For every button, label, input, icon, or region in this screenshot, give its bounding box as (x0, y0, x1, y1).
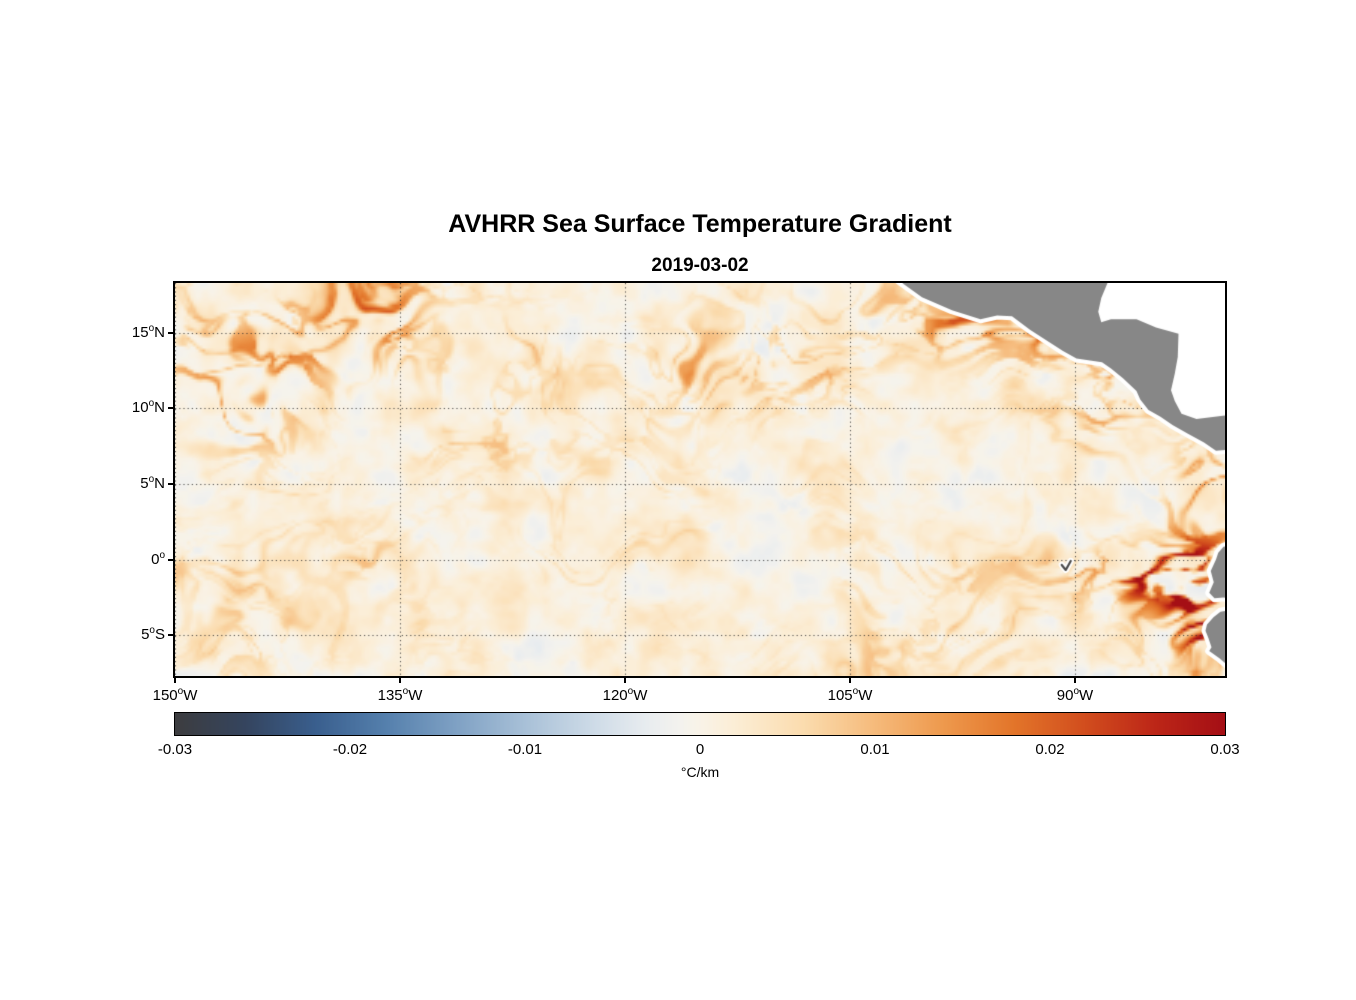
colorbar-tick-label: 0 (695, 741, 705, 758)
lat-tick-label: 5oN (140, 474, 165, 493)
lon-tick-mark (399, 678, 401, 683)
chart-date: 2019-03-02 (651, 255, 749, 276)
lat-tick-label: 0o (151, 549, 165, 568)
lon-tick-label: 105oW (827, 686, 873, 705)
lat-tick-mark (168, 407, 173, 410)
lon-tick-label: 135oW (377, 686, 423, 705)
colorbar-tick-label: -0.02 (332, 741, 368, 758)
lat-tick-mark (168, 634, 173, 637)
colorbar-gradient-canvas (175, 713, 1225, 735)
colorbar-tick-label: 0.02 (1035, 741, 1065, 758)
lat-tick-mark (168, 331, 173, 334)
map-plot-area (173, 281, 1227, 678)
colorbar (174, 712, 1226, 736)
lat-tick-label: 5oS (141, 625, 165, 644)
lon-tick-label: 90oW (1056, 686, 1094, 705)
lon-tick-mark (174, 678, 176, 683)
colorbar-unit-label: °C/km (680, 764, 720, 780)
sst-gradient-map-canvas (175, 283, 1225, 676)
lat-tick-mark (168, 483, 173, 486)
colorbar-tick-label: 0.01 (860, 741, 890, 758)
lon-tick-label: 150oW (152, 686, 198, 705)
lat-tick-label: 15oN (131, 322, 165, 341)
lon-tick-mark (1074, 678, 1076, 683)
colorbar-tick-label: -0.03 (157, 741, 193, 758)
lat-tick-mark (168, 558, 173, 561)
chart-title: AVHRR Sea Surface Temperature Gradient (448, 210, 952, 238)
lat-tick-label: 10oN (131, 398, 165, 417)
colorbar-tick-label: 0.03 (1210, 741, 1240, 758)
colorbar-tick-label: -0.01 (507, 741, 543, 758)
lon-tick-mark (624, 678, 626, 683)
lon-tick-label: 120oW (602, 686, 648, 705)
lon-tick-mark (849, 678, 851, 683)
